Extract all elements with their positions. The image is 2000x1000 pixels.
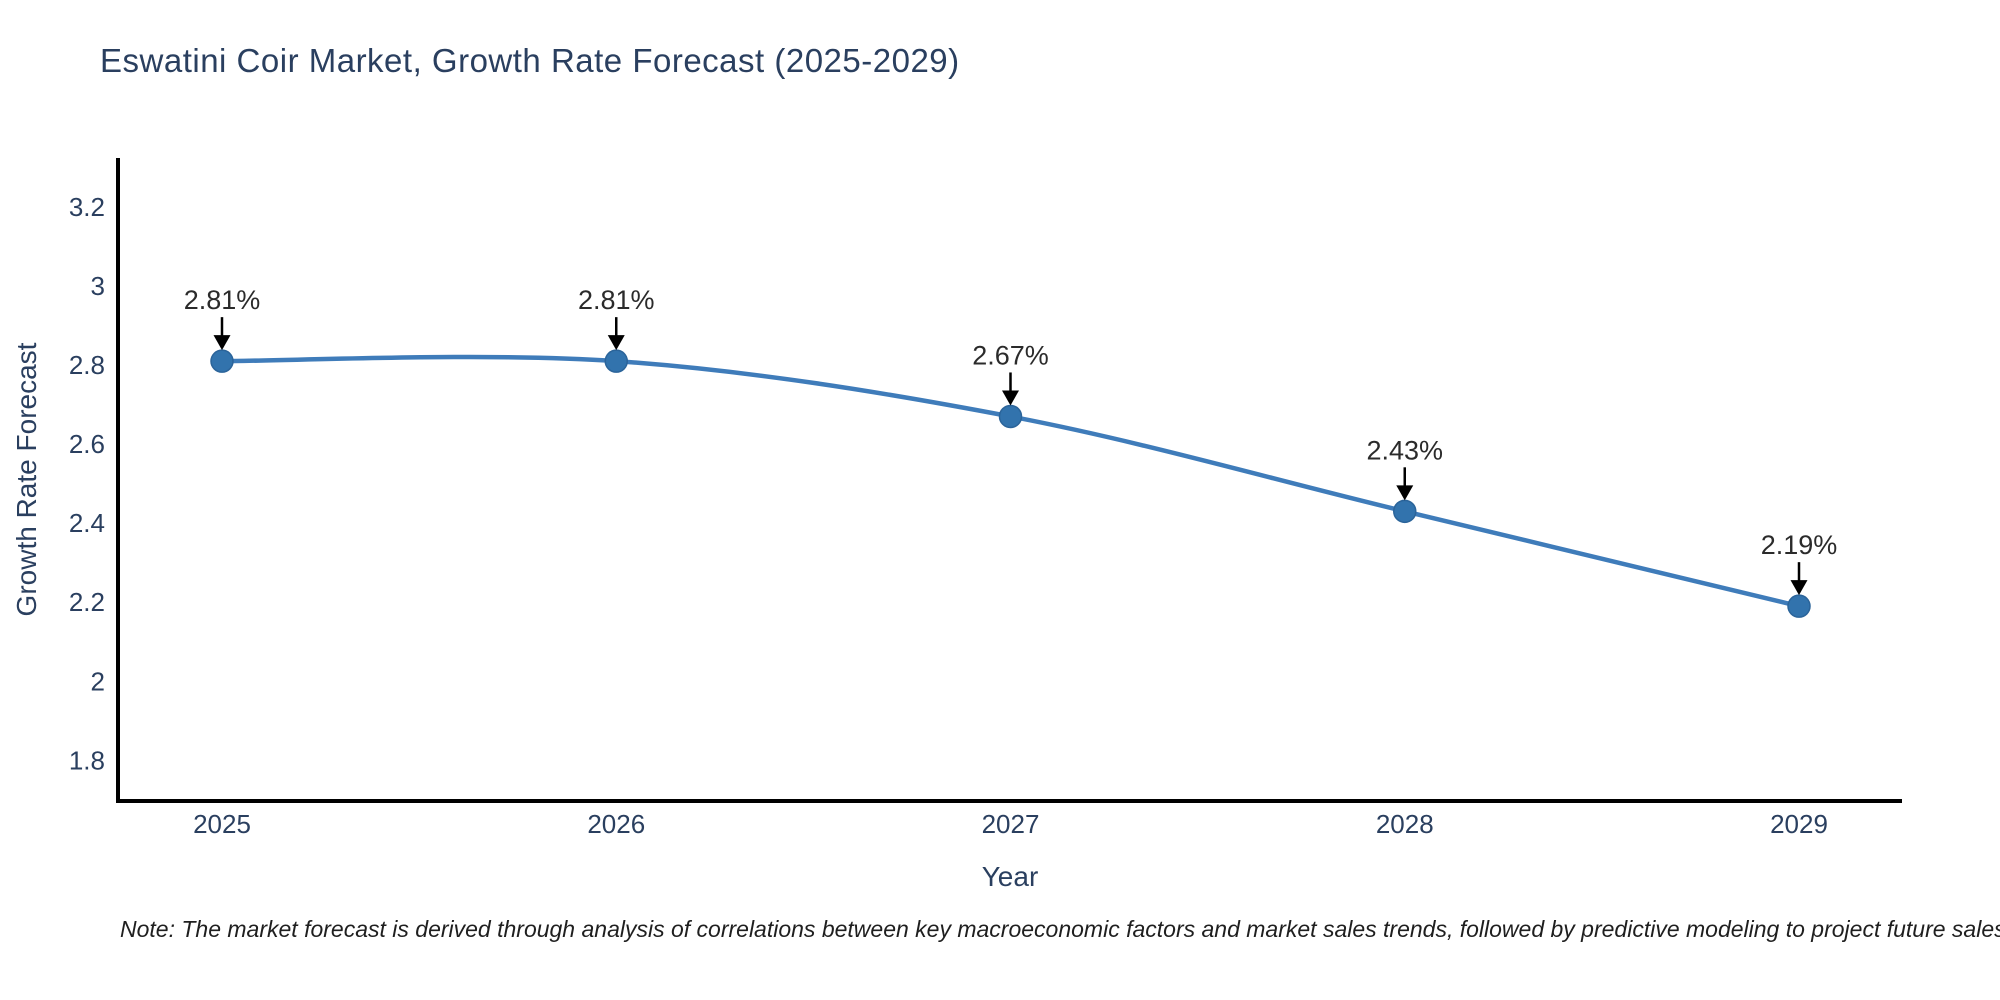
y-tick-label: 2.8 xyxy=(69,350,105,380)
x-tick-label: 2025 xyxy=(193,809,251,839)
y-axis-title: Growth Rate Forecast xyxy=(11,342,42,616)
x-tick-label: 2026 xyxy=(587,809,645,839)
point-value-label: 2.43% xyxy=(1366,435,1443,465)
annotation-arrowhead-icon xyxy=(1790,580,1808,596)
y-tick-label: 2.6 xyxy=(69,429,105,459)
point-value-label: 2.81% xyxy=(578,285,655,315)
point-value-label: 2.19% xyxy=(1761,530,1838,560)
chart-title: Eswatini Coir Market, Growth Rate Foreca… xyxy=(100,42,960,79)
annotation-arrowhead-icon xyxy=(607,335,625,351)
y-tick-label: 1.8 xyxy=(69,745,105,775)
y-tick-label: 3 xyxy=(91,271,105,301)
annotation-arrowhead-icon xyxy=(1002,390,1019,406)
data-point-marker[interactable] xyxy=(1393,499,1417,524)
y-tick-label: 2 xyxy=(91,666,105,696)
x-tick-label: 2028 xyxy=(1376,809,1434,839)
data-point-marker[interactable] xyxy=(1787,594,1811,618)
x-tick-label: 2029 xyxy=(1770,809,1828,839)
y-tick-label: 3.2 xyxy=(69,192,105,222)
chart-footnote: Note: The market forecast is derived thr… xyxy=(120,916,2000,942)
x-axis-title: Year xyxy=(982,861,1039,892)
y-tick-label: 2.4 xyxy=(69,508,105,538)
point-value-label: 2.81% xyxy=(184,285,261,315)
x-tick-label: 2027 xyxy=(982,809,1040,839)
data-point-marker[interactable] xyxy=(210,349,234,373)
y-tick-label: 2.2 xyxy=(69,587,105,617)
point-value-label: 2.67% xyxy=(972,340,1049,370)
data-point-marker[interactable] xyxy=(604,349,628,373)
annotation-arrowhead-icon xyxy=(1396,485,1414,501)
axes-lines xyxy=(116,158,1902,803)
data-point-marker[interactable] xyxy=(998,404,1023,429)
annotation-arrowhead-icon xyxy=(213,335,231,351)
